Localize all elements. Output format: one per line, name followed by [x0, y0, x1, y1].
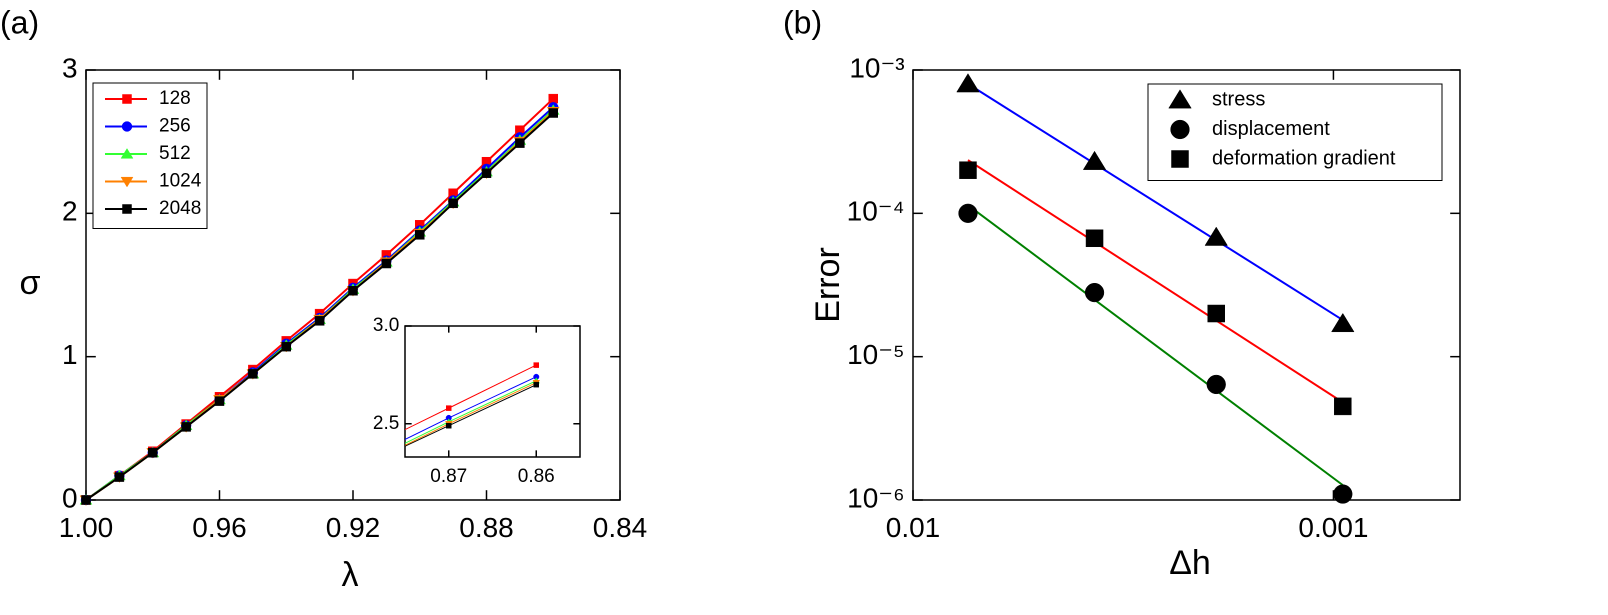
- marker: [533, 381, 539, 388]
- y-axis-label: Error: [809, 247, 847, 323]
- legend-label: 128: [159, 88, 191, 109]
- x-tick-label: 1.00: [59, 512, 114, 543]
- legend-marker: [1170, 119, 1190, 140]
- marker: [1331, 312, 1355, 333]
- marker: [481, 168, 492, 178]
- legend-label: deformation gradient: [1212, 147, 1396, 169]
- x-tick-label: 0.92: [326, 512, 381, 543]
- marker: [1206, 374, 1226, 395]
- legend-label: 256: [159, 116, 191, 137]
- y-axis-label: σ: [20, 264, 41, 302]
- marker: [1334, 397, 1352, 416]
- marker: [281, 341, 291, 352]
- fit-line: [967, 83, 1344, 321]
- legend-marker: [122, 204, 132, 214]
- y-tick-label: 10⁻⁵: [847, 339, 905, 370]
- marker: [415, 230, 425, 240]
- legend-marker: [1168, 89, 1192, 109]
- marker: [448, 198, 458, 209]
- marker: [181, 422, 191, 432]
- marker: [114, 472, 125, 482]
- y-tick-label: 3: [62, 52, 78, 83]
- y-tick-label: 10⁻⁶: [847, 482, 904, 513]
- y-tick-label: 1: [62, 339, 78, 370]
- x-tick-label: 0.88: [459, 512, 514, 543]
- legend-marker: [120, 176, 134, 188]
- marker: [214, 396, 225, 406]
- legend-marker: [1171, 150, 1189, 168]
- marker: [1085, 229, 1104, 248]
- x-tick-label: 0.001: [1298, 512, 1368, 543]
- x-tick-label: 0.01: [886, 512, 941, 543]
- marker: [248, 369, 258, 379]
- legend-marker: [121, 121, 133, 132]
- fit-line: [967, 159, 1344, 404]
- marker: [1084, 282, 1105, 303]
- y-tick-label: 10⁻³: [849, 52, 904, 83]
- panel-label: (b): [783, 4, 822, 40]
- marker: [1333, 484, 1353, 504]
- marker: [548, 93, 558, 104]
- marker: [959, 161, 977, 179]
- legend-marker: [120, 148, 134, 159]
- legend-label: stress: [1212, 88, 1265, 110]
- plot-area: [405, 362, 540, 447]
- marker: [148, 447, 158, 458]
- legend-label: 1024: [159, 171, 202, 192]
- marker: [446, 422, 452, 429]
- marker: [1082, 150, 1107, 170]
- marker: [348, 285, 358, 296]
- legend-box: [92, 82, 208, 229]
- legend-marker: [122, 94, 132, 104]
- x-tick-label: 0.96: [192, 512, 247, 543]
- y-tick-label: 0: [62, 482, 78, 513]
- x-tick-label: 0.86: [518, 466, 555, 487]
- marker: [81, 495, 91, 505]
- fit-line: [967, 204, 1344, 486]
- x-tick-label: 0.84: [593, 512, 648, 543]
- y-tick-label: 3.0: [373, 315, 399, 336]
- y-tick-label: 2: [62, 196, 78, 227]
- marker: [515, 138, 525, 148]
- legend-box: [1147, 83, 1443, 181]
- plot-area: [79, 93, 560, 506]
- marker: [1204, 226, 1228, 246]
- x-axis-label: Δh: [1169, 544, 1211, 582]
- marker: [314, 316, 325, 326]
- marker: [958, 203, 978, 223]
- marker: [446, 405, 452, 411]
- marker: [533, 362, 539, 368]
- panel-label: (a): [0, 4, 39, 40]
- marker: [381, 258, 392, 269]
- marker: [956, 73, 980, 93]
- x-tick-label: 0.87: [430, 466, 467, 487]
- y-tick-label: 2.5: [373, 413, 399, 434]
- legend-label: displacement: [1212, 118, 1330, 140]
- legend-label: 2048: [159, 198, 201, 219]
- y-tick-label: 10⁻⁴: [847, 196, 905, 227]
- marker: [1207, 304, 1225, 323]
- marker: [548, 108, 558, 118]
- axes-frame: [404, 325, 581, 458]
- plot-area: [956, 73, 1355, 504]
- legend-label: 512: [159, 143, 191, 164]
- x-axis-label: λ: [342, 556, 359, 594]
